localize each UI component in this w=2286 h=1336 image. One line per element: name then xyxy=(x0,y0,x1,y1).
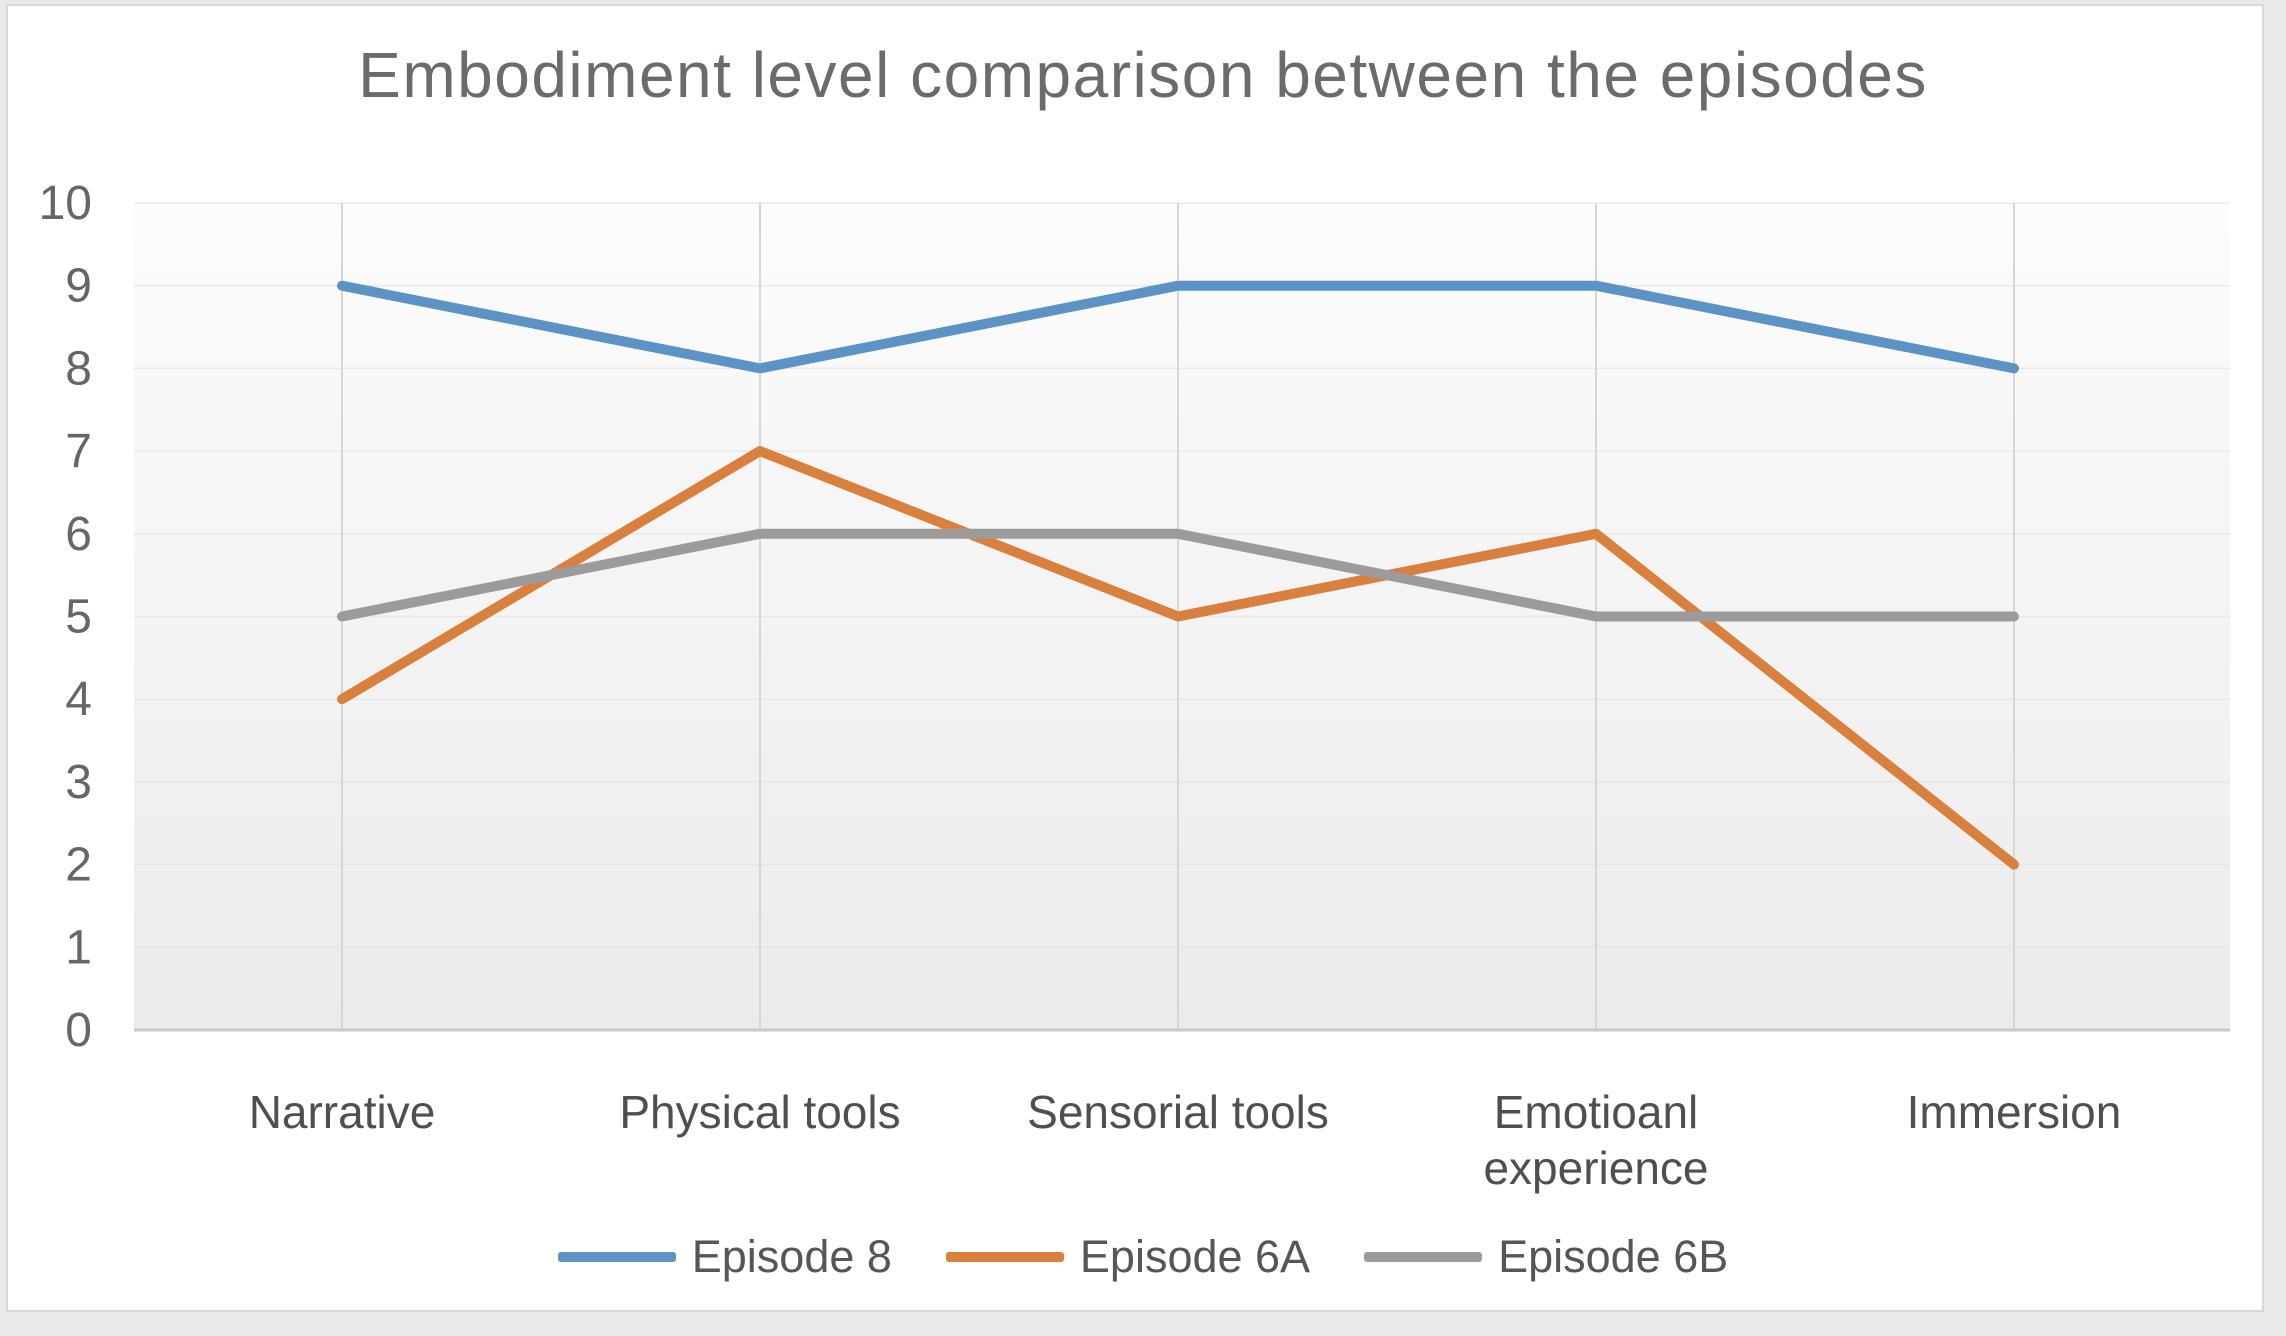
x-axis-labels: Narrative Physical tools Sensorial tools Em… xyxy=(249,1086,2122,1194)
y-tick-label: 10 xyxy=(39,177,92,230)
series-line-episode-8 xyxy=(337,280,2019,374)
y-tick-label: 8 xyxy=(65,342,92,395)
series-line-episode-6b xyxy=(337,528,2019,622)
x-category-label: Emotioanl xyxy=(1494,1086,1699,1138)
x-category-label: experience xyxy=(1483,1142,1708,1194)
y-tick-label: 5 xyxy=(65,591,92,644)
horizontal-gridlines xyxy=(134,202,2230,949)
y-tick-label: 9 xyxy=(65,260,92,313)
legend-item-episode-8: Episode 8 xyxy=(557,1231,892,1283)
x-category-label: Immersion xyxy=(1907,1086,2122,1138)
legend-item-episode-6b: Episode 6B xyxy=(1364,1231,1728,1283)
series-line-episode-6a xyxy=(337,446,2019,870)
y-axis-labels: 0 1 2 3 4 5 6 7 8 9 10 xyxy=(39,177,92,1057)
legend-item-episode-6a: Episode 6A xyxy=(945,1231,1311,1283)
y-tick-label: 6 xyxy=(65,508,92,561)
y-tick-label: 1 xyxy=(65,921,92,974)
legend-label: Episode 6B xyxy=(1498,1231,1729,1282)
x-category-label: Narrative xyxy=(249,1086,436,1138)
x-category-label: Physical tools xyxy=(619,1086,900,1138)
y-tick-label: 2 xyxy=(65,839,92,892)
legend-swatch xyxy=(945,1252,1064,1262)
y-tick-label: 3 xyxy=(65,756,92,809)
y-tick-label: 4 xyxy=(65,673,92,726)
x-category-label: Sensorial tools xyxy=(1027,1086,1329,1138)
legend: Episode 8 Episode 6A Episode 6B xyxy=(0,1224,2286,1290)
y-tick-label: 7 xyxy=(65,425,92,478)
legend-swatch xyxy=(1364,1252,1483,1262)
legend-label: Episode 8 xyxy=(691,1231,892,1282)
chart-title: Embodiment level comparison between the … xyxy=(358,39,1928,111)
legend-swatch xyxy=(557,1252,676,1262)
legend-label: Episode 6A xyxy=(1079,1231,1311,1282)
y-tick-label: 0 xyxy=(65,1004,92,1057)
